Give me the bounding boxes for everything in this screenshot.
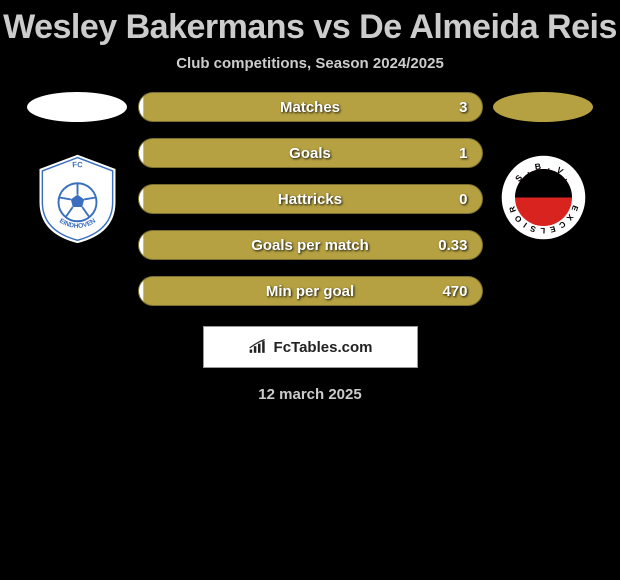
- left-club-badge: FC EINDHOVEN: [30, 150, 125, 245]
- stat-bar: Goals 1: [138, 138, 483, 168]
- stat-bar-label: Goals per match: [139, 237, 482, 254]
- stat-bar-label: Hattricks: [139, 191, 482, 208]
- svg-text:FC: FC: [71, 160, 83, 169]
- source-text: FcTables.com: [274, 339, 373, 356]
- chart-icon: [248, 339, 268, 355]
- stat-bar: Goals per match 0.33: [138, 230, 483, 260]
- right-player-column: S . B . V . E X C E L S I O R: [491, 92, 596, 245]
- stat-bar-value-right: 3: [459, 99, 467, 116]
- subtitle: Club competitions, Season 2024/2025: [0, 55, 620, 72]
- stat-bar-value-right: 0.33: [438, 237, 467, 254]
- right-club-badge: S . B . V . E X C E L S I O R: [496, 150, 591, 245]
- main-row: FC EINDHOVEN Matches: [0, 92, 620, 306]
- stat-bar-label: Min per goal: [139, 283, 482, 300]
- stat-bar-label: Matches: [139, 99, 482, 116]
- stat-bar-value-right: 1: [459, 145, 467, 162]
- right-player-oval: [493, 92, 593, 122]
- stat-bar-value-right: 470: [442, 283, 467, 300]
- source-badge: FcTables.com: [203, 326, 418, 368]
- stat-bar-value-right: 0: [459, 191, 467, 208]
- left-player-oval: [27, 92, 127, 122]
- comparison-card: Wesley Bakermans vs De Almeida Reis Club…: [0, 0, 620, 403]
- stat-bar: Hattricks 0: [138, 184, 483, 214]
- stat-bar: Min per goal 470: [138, 276, 483, 306]
- page-title: Wesley Bakermans vs De Almeida Reis: [0, 8, 620, 47]
- stat-bar-label: Goals: [139, 145, 482, 162]
- left-player-column: FC EINDHOVEN: [25, 92, 130, 245]
- stat-bar: Matches 3: [138, 92, 483, 122]
- date-label: 12 march 2025: [0, 386, 620, 403]
- stat-bars: Matches 3 Goals 1 Hattricks 0 Goals per …: [138, 92, 483, 306]
